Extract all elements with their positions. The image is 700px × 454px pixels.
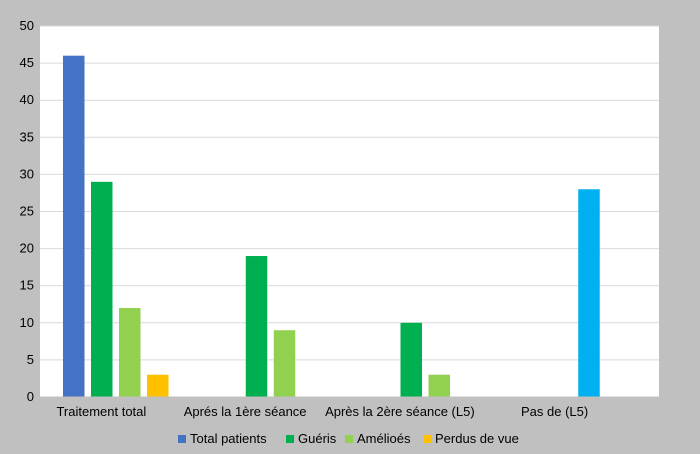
legend-swatch xyxy=(178,435,186,443)
x-axis: Traitement total Aprés la 1ère séance Aprè… xyxy=(56,404,588,419)
legend-swatch xyxy=(286,435,294,443)
y-tick-label: 30 xyxy=(20,166,34,181)
bar-am-lio-s xyxy=(119,307,141,397)
y-tick-label: 5 xyxy=(27,352,34,367)
y-tick-label: 35 xyxy=(20,129,34,144)
y-tick-label: 40 xyxy=(20,92,34,107)
legend-label: Guéris xyxy=(298,431,337,446)
y-tick-label: 50 xyxy=(20,18,34,33)
y-tick-label: 45 xyxy=(20,55,34,70)
y-axis: 0 5 10 15 20 25 30 35 40 45 50 xyxy=(20,18,34,404)
y-tick-label: 10 xyxy=(20,315,34,330)
x-tick-label: Après la 2ère séance (L5) xyxy=(325,404,475,419)
y-tick-label: 0 xyxy=(27,389,34,404)
legend-label: Amélioés xyxy=(357,431,411,446)
legend-label: Total patients xyxy=(190,431,267,446)
legend-swatch xyxy=(423,435,431,443)
bar-gu-ris xyxy=(400,322,422,397)
x-tick-label: Pas de (L5) xyxy=(521,404,588,419)
bar-perdus-de-vue xyxy=(147,374,169,397)
legend-item: Amélioés xyxy=(345,431,411,446)
legend: Total patients Guéris Amélioés Perdus de vu… xyxy=(178,431,519,446)
bar-gu-ris xyxy=(91,181,113,397)
bar-am-lio-s xyxy=(428,374,450,397)
legend-item: Guéris xyxy=(286,431,337,446)
x-tick-label: Aprés la 1ère séance xyxy=(184,404,307,419)
bar-total-patients xyxy=(63,55,85,398)
y-tick-label: 15 xyxy=(20,278,34,293)
legend-item: Perdus de vue xyxy=(423,431,519,446)
bar-am-lio-s xyxy=(273,330,296,397)
legend-swatch xyxy=(345,435,353,443)
gridlines xyxy=(40,25,659,361)
bars xyxy=(63,55,600,398)
legend-label: Perdus de vue xyxy=(435,431,519,446)
y-tick-label: 25 xyxy=(20,204,34,219)
bar-total-patients xyxy=(578,189,600,397)
legend-item: Total patients xyxy=(178,431,267,446)
y-tick-label: 20 xyxy=(20,241,34,256)
x-tick-label: Traitement total xyxy=(56,404,146,419)
bar-gu-ris xyxy=(245,256,268,397)
